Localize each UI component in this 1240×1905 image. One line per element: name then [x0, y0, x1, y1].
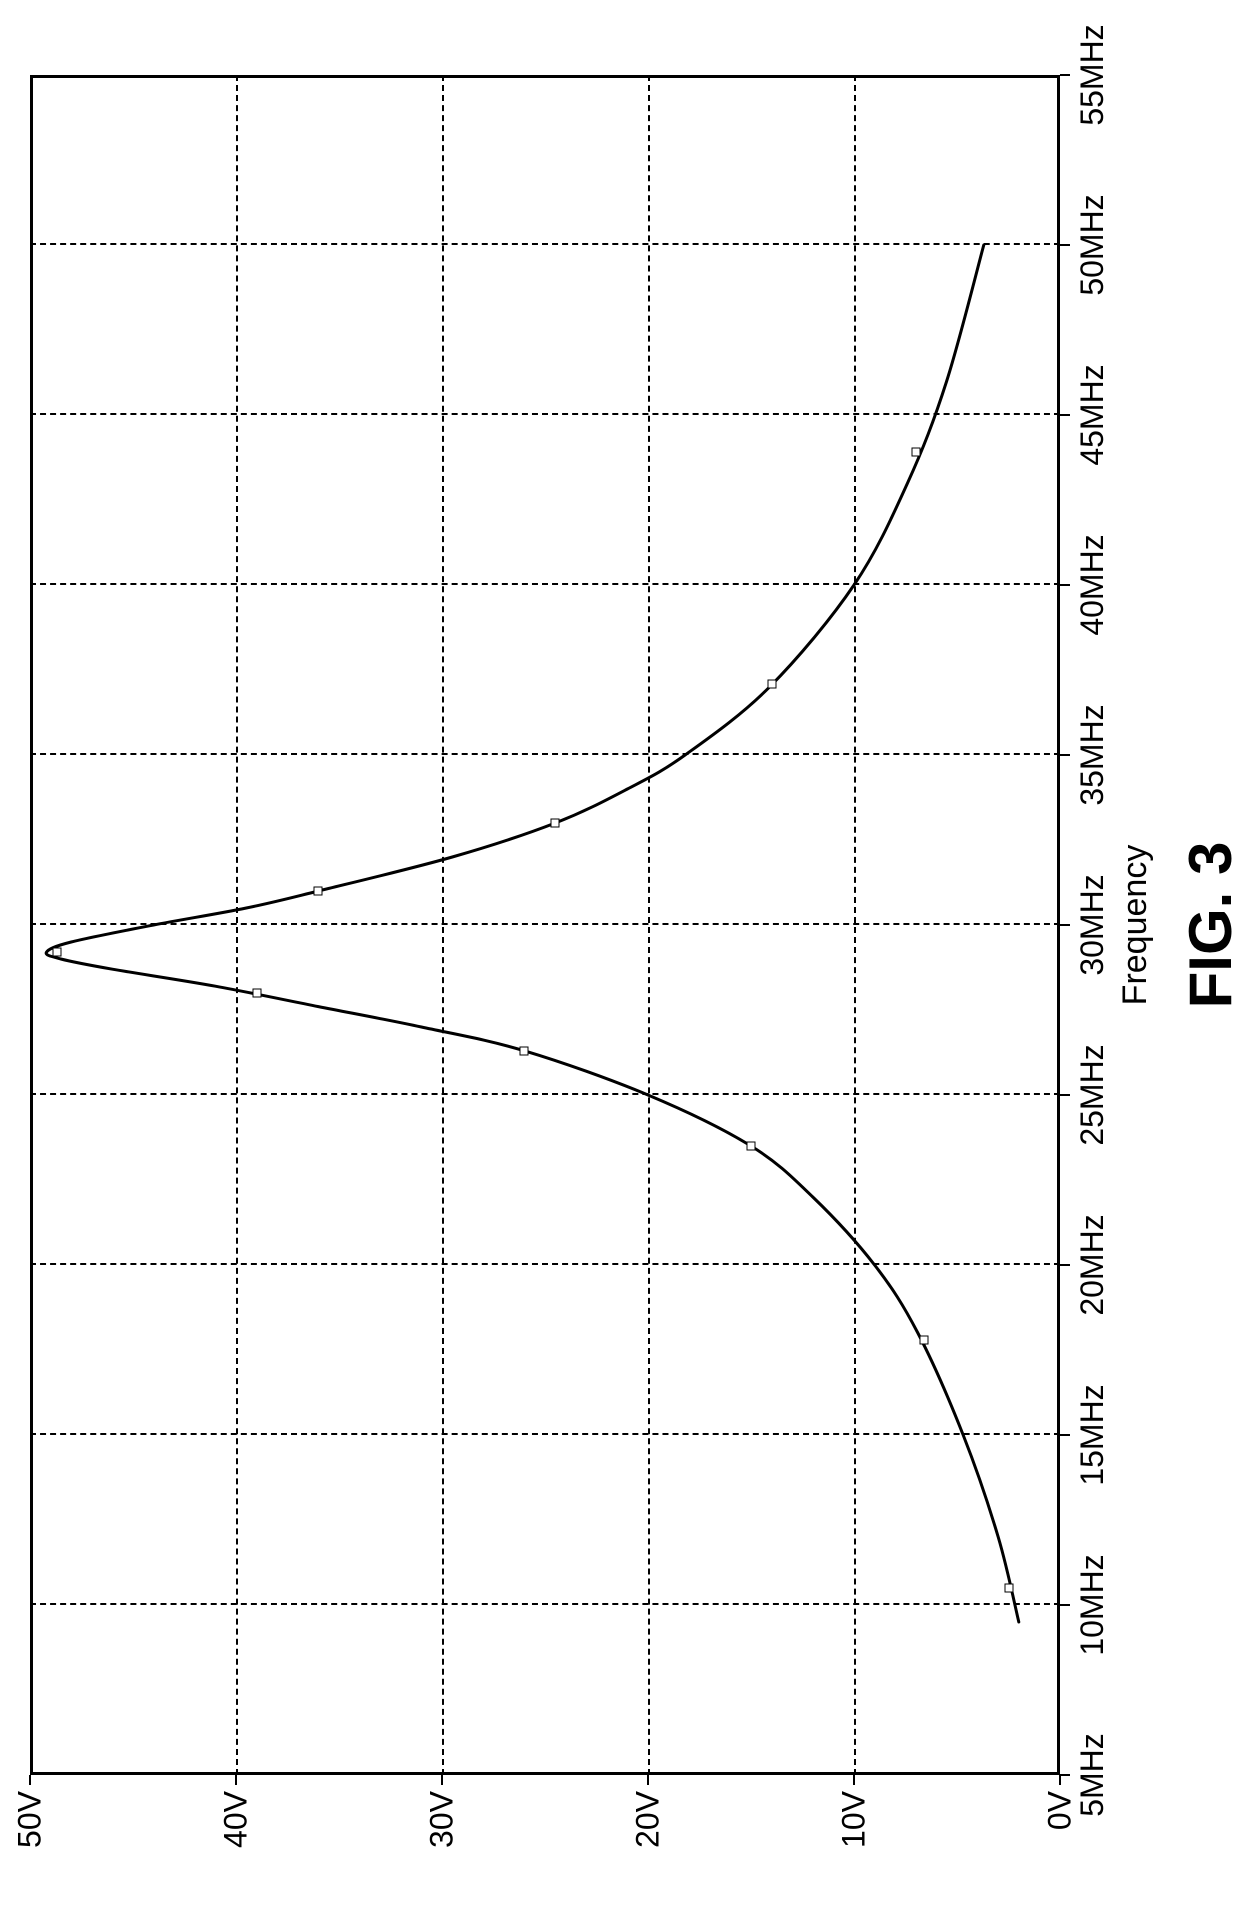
x-tick-mark [1060, 1264, 1070, 1266]
x-tick-label: 20MHz [1074, 1214, 1111, 1315]
x-tick-label: 15MHz [1074, 1384, 1111, 1485]
y-tick-mark [647, 1775, 649, 1785]
rotated-chart-wrapper: 5MHz 10MHz 15MHz 20MHz 25MHz 30MHz 35MHz 40MHz 4… [0, 0, 1240, 1905]
y-tick-mark [441, 1775, 443, 1785]
x-tick-mark [1060, 1434, 1070, 1436]
figure-caption: FIG. 3 [1176, 842, 1240, 1009]
data-marker [551, 819, 560, 828]
x-axis-label: Frequency [1116, 845, 1155, 1006]
x-tick-mark [1060, 1094, 1070, 1096]
y-tick-mark [1059, 1775, 1061, 1785]
x-tick-mark [1060, 1774, 1070, 1776]
y-tick-label: 30V [424, 1791, 461, 1848]
data-marker [920, 1335, 929, 1344]
y-tick-mark [29, 1775, 31, 1785]
y-tick-mark [235, 1775, 237, 1785]
y-tick-label: 10V [836, 1791, 873, 1848]
data-marker [1004, 1584, 1013, 1593]
data-marker [252, 989, 261, 998]
y-tick-label: 40V [218, 1791, 255, 1848]
x-tick-label: 35MHz [1074, 704, 1111, 805]
x-tick-label: 5MHz [1074, 1733, 1111, 1817]
x-tick-mark [1060, 584, 1070, 586]
page: 5MHz 10MHz 15MHz 20MHz 25MHz 30MHz 35MHz 40MHz 4… [0, 0, 1240, 1905]
data-marker [520, 1046, 529, 1055]
x-tick-mark [1060, 924, 1070, 926]
x-tick-label: 45MHz [1074, 364, 1111, 465]
x-tick-mark [1060, 244, 1070, 246]
y-tick-label: 50V [12, 1791, 49, 1848]
response-curve [0, 0, 1240, 1905]
x-tick-mark [1060, 74, 1070, 76]
x-tick-mark [1060, 754, 1070, 756]
x-tick-mark [1060, 414, 1070, 416]
x-tick-label: 25MHz [1074, 1044, 1111, 1145]
curve-path [46, 245, 1019, 1622]
y-tick-label: 20V [630, 1791, 667, 1848]
x-tick-label: 30MHz [1074, 874, 1111, 975]
x-tick-label: 40MHz [1074, 534, 1111, 635]
data-marker [52, 948, 61, 957]
data-marker [767, 679, 776, 688]
x-tick-label: 55MHz [1074, 24, 1111, 125]
x-tick-label: 50MHz [1074, 194, 1111, 295]
data-marker [911, 448, 920, 457]
y-tick-mark [853, 1775, 855, 1785]
y-tick-label: 0V [1042, 1791, 1079, 1830]
x-tick-mark [1060, 1604, 1070, 1606]
data-marker [747, 1142, 756, 1151]
data-marker [314, 887, 323, 896]
x-tick-label: 10MHz [1074, 1554, 1111, 1655]
